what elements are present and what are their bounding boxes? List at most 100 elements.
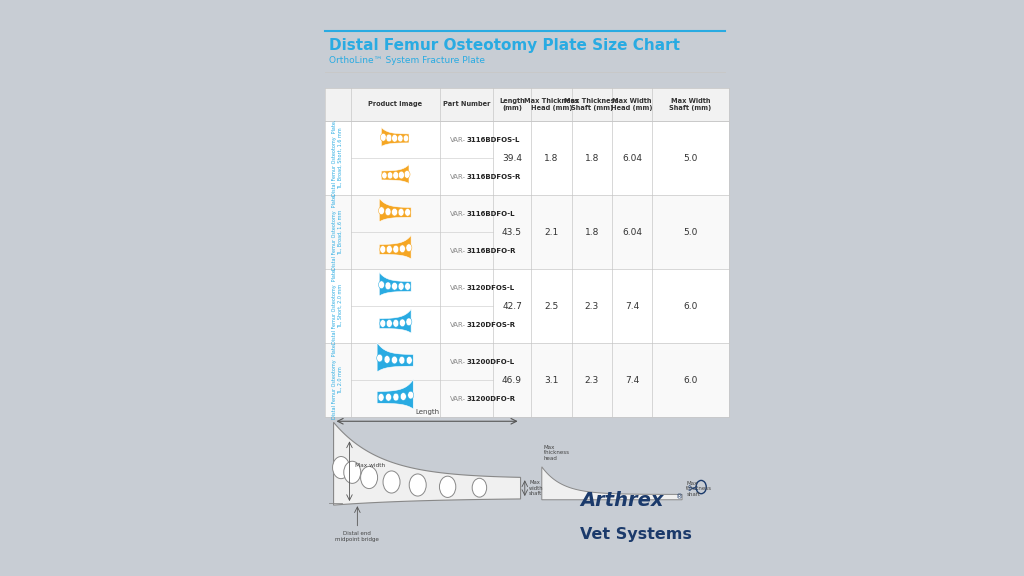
Text: 6.04: 6.04	[623, 228, 642, 237]
Circle shape	[387, 172, 393, 179]
Text: 7.4: 7.4	[625, 376, 639, 385]
Circle shape	[399, 357, 404, 364]
Text: 2.3: 2.3	[585, 376, 599, 385]
Circle shape	[406, 244, 412, 252]
Text: Arthrex: Arthrex	[580, 491, 664, 510]
Circle shape	[360, 467, 378, 488]
Text: 5.0: 5.0	[683, 228, 697, 237]
Circle shape	[392, 134, 397, 142]
Text: 6.0: 6.0	[683, 302, 697, 310]
Circle shape	[404, 170, 410, 178]
Circle shape	[344, 461, 360, 483]
Circle shape	[379, 281, 384, 289]
Text: 39.4: 39.4	[502, 154, 522, 162]
Circle shape	[407, 357, 413, 364]
Text: 3.1: 3.1	[544, 376, 558, 385]
Text: VAR-: VAR-	[450, 211, 466, 217]
Text: 3116BDFOS-L: 3116BDFOS-L	[466, 137, 520, 142]
Polygon shape	[377, 380, 414, 409]
Text: OrthoLine™ System Fracture Plate: OrthoLine™ System Fracture Plate	[330, 56, 485, 65]
Text: 43.5: 43.5	[502, 228, 522, 237]
Circle shape	[472, 478, 486, 497]
Polygon shape	[377, 343, 414, 372]
Text: ®: ®	[676, 494, 683, 500]
Text: 6.04: 6.04	[623, 154, 642, 162]
Bar	[325, 121, 729, 195]
Bar	[325, 343, 729, 418]
Text: VAR-: VAR-	[450, 359, 466, 365]
Text: 3116BDFO-R: 3116BDFO-R	[466, 248, 516, 253]
Circle shape	[397, 135, 403, 142]
Text: VAR-: VAR-	[450, 248, 466, 253]
Circle shape	[393, 393, 399, 401]
Text: 1.8: 1.8	[585, 228, 599, 237]
Polygon shape	[379, 235, 411, 259]
Circle shape	[385, 393, 391, 401]
Circle shape	[380, 245, 386, 253]
Text: Distal end
midpoint bridge: Distal end midpoint bridge	[336, 531, 379, 542]
Circle shape	[386, 320, 392, 327]
Polygon shape	[381, 164, 409, 184]
Circle shape	[399, 319, 406, 327]
Text: 2.5: 2.5	[544, 302, 558, 310]
Polygon shape	[542, 467, 682, 500]
Text: Max
width
shaft: Max width shaft	[529, 480, 544, 497]
Circle shape	[384, 355, 390, 363]
Text: ✂: ✂	[687, 483, 698, 497]
Text: 3120DFOS-R: 3120DFOS-R	[466, 322, 515, 328]
Circle shape	[386, 134, 392, 142]
Text: Part Number: Part Number	[442, 101, 490, 107]
Text: 31200DFO-L: 31200DFO-L	[466, 359, 514, 365]
Circle shape	[380, 134, 386, 141]
Text: VAR-: VAR-	[450, 396, 466, 402]
Circle shape	[386, 245, 392, 253]
Circle shape	[399, 245, 406, 253]
Circle shape	[391, 356, 397, 364]
Text: 7.4: 7.4	[625, 302, 639, 310]
Text: Max Width
Head (mm): Max Width Head (mm)	[611, 98, 653, 111]
Circle shape	[333, 457, 349, 479]
Text: 3116BDFOS-R: 3116BDFOS-R	[466, 173, 521, 180]
Circle shape	[377, 354, 383, 362]
Text: 1.8: 1.8	[585, 154, 599, 162]
Text: Distal Femur Osteotomy  Plate,
TL, Short, 2.0 mm: Distal Femur Osteotomy Plate, TL, Short,…	[333, 268, 343, 344]
Circle shape	[393, 320, 398, 327]
Circle shape	[391, 209, 397, 216]
Text: Max
thickness
shaft: Max thickness shaft	[686, 480, 713, 497]
Text: Max width: Max width	[354, 463, 385, 468]
Bar	[325, 269, 729, 343]
Circle shape	[385, 282, 391, 290]
Text: Max Thickness
Shaft (mm): Max Thickness Shaft (mm)	[564, 98, 620, 111]
Text: Product Image: Product Image	[368, 101, 422, 107]
Text: Distal Femur Osteotomy Plate Size Chart: Distal Femur Osteotomy Plate Size Chart	[330, 38, 680, 53]
Text: VAR-: VAR-	[450, 285, 466, 291]
Circle shape	[406, 318, 412, 325]
Text: Max Width
Shaft (mm): Max Width Shaft (mm)	[670, 98, 712, 111]
Text: 1.8: 1.8	[544, 154, 558, 162]
Circle shape	[404, 283, 411, 290]
Text: 3116BDFO-L: 3116BDFO-L	[466, 211, 515, 217]
Circle shape	[385, 208, 391, 215]
Polygon shape	[381, 127, 409, 146]
Text: Distal Femur Osteotomy  Plate,
TL, Broad, Short, 1.6 mm: Distal Femur Osteotomy Plate, TL, Broad,…	[333, 120, 343, 196]
Circle shape	[391, 282, 397, 290]
Text: VAR-: VAR-	[450, 137, 466, 142]
Text: 46.9: 46.9	[502, 376, 522, 385]
Text: 6.0: 6.0	[683, 376, 697, 385]
Text: 2.1: 2.1	[544, 228, 558, 237]
Circle shape	[398, 171, 404, 179]
Polygon shape	[379, 309, 411, 333]
Bar	[325, 88, 729, 121]
Circle shape	[404, 209, 411, 216]
Circle shape	[383, 471, 400, 493]
Polygon shape	[379, 272, 411, 296]
Circle shape	[408, 391, 414, 399]
Text: 42.7: 42.7	[502, 302, 522, 310]
Text: Distal Femur Osteotomy  Plate,
TL, 2.0 mm: Distal Femur Osteotomy Plate, TL, 2.0 mm	[333, 342, 343, 419]
Circle shape	[400, 393, 407, 400]
Circle shape	[379, 207, 384, 214]
Text: Vet Systems: Vet Systems	[580, 526, 692, 541]
Circle shape	[378, 393, 384, 401]
Text: VAR-: VAR-	[450, 322, 466, 328]
Text: 31200DFO-R: 31200DFO-R	[466, 396, 515, 402]
